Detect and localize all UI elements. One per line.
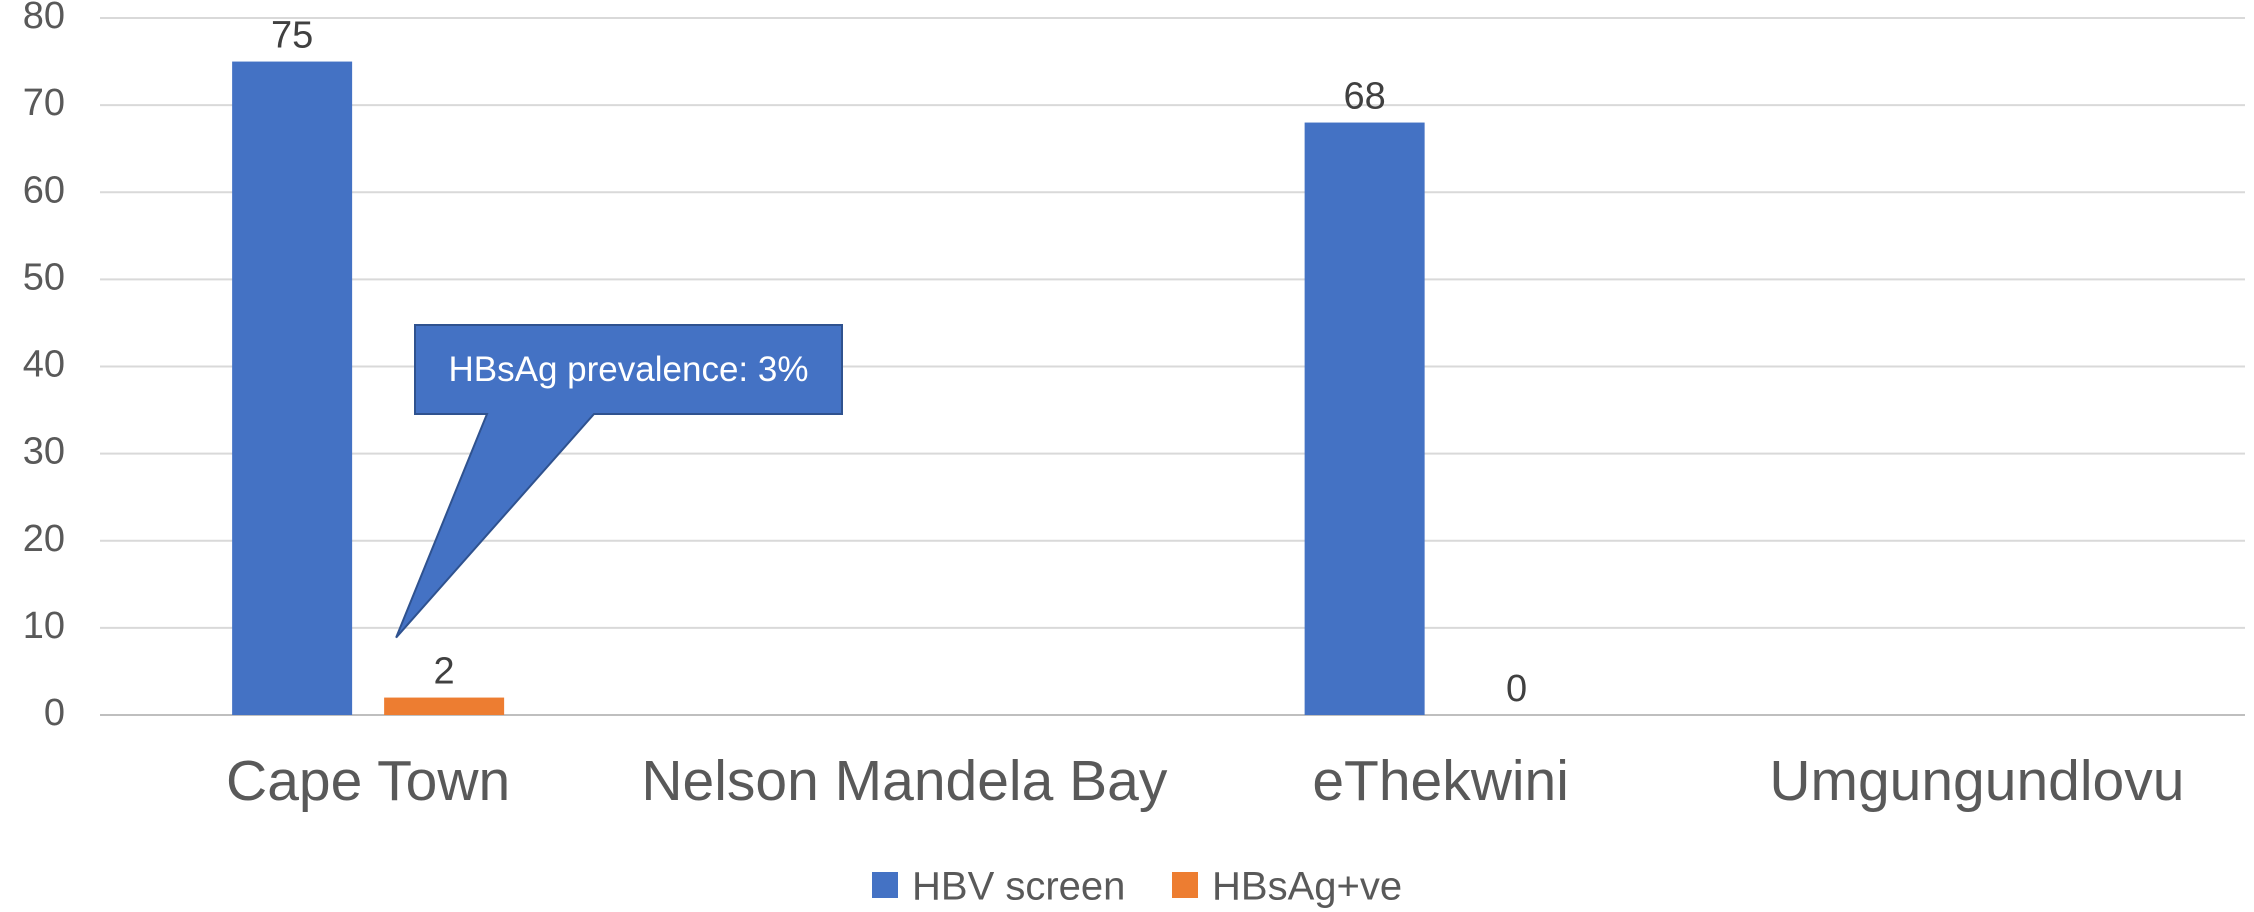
bar-hbv-screen-cape-town <box>232 61 353 715</box>
x-category-label: eThekwini <box>1312 749 1569 813</box>
x-category-label: Nelson Mandela Bay <box>641 749 1167 813</box>
callout-bubble <box>395 324 843 639</box>
x-category-label: Umgungundlovu <box>1769 749 2184 813</box>
data-label: 0 <box>1506 668 1527 710</box>
y-tick-label: 30 <box>23 431 65 473</box>
y-tick-label: 10 <box>23 605 65 647</box>
callout-text: HBsAg prevalence: 3% <box>449 350 809 389</box>
x-axis-category-labels: Cape Town Nelson Mandela Bay eThekwini Umgu… <box>226 749 2184 813</box>
y-tick-label: 20 <box>23 518 65 560</box>
legend-swatch <box>872 872 898 898</box>
legend: HBV screen HBsAg+ve <box>872 865 1402 909</box>
y-tick-label: 40 <box>23 344 65 386</box>
y-tick-label: 50 <box>23 256 65 298</box>
y-tick-label: 80 <box>23 0 65 37</box>
y-axis-tick-labels: 0 10 20 30 40 50 60 70 80 <box>23 0 65 734</box>
y-tick-label: 60 <box>23 169 65 211</box>
data-labels: 75 2 68 0 <box>271 15 1527 710</box>
legend-swatch <box>1172 872 1198 898</box>
legend-label: HBsAg+ve <box>1212 865 1402 909</box>
bar-hbsag-ve-cape-town <box>384 697 505 715</box>
data-label: 75 <box>271 15 313 57</box>
callout-annotation: HBsAg prevalence: 3% <box>395 324 843 639</box>
x-category-label: Cape Town <box>226 749 510 813</box>
y-tick-label: 0 <box>44 692 65 734</box>
bars <box>232 61 1425 716</box>
bar-hbv-screen-ethekwini <box>1304 122 1425 716</box>
y-tick-label: 70 <box>23 82 65 124</box>
legend-label: HBV screen <box>912 865 1125 909</box>
data-label: 2 <box>434 651 455 693</box>
data-label: 68 <box>1343 76 1385 118</box>
